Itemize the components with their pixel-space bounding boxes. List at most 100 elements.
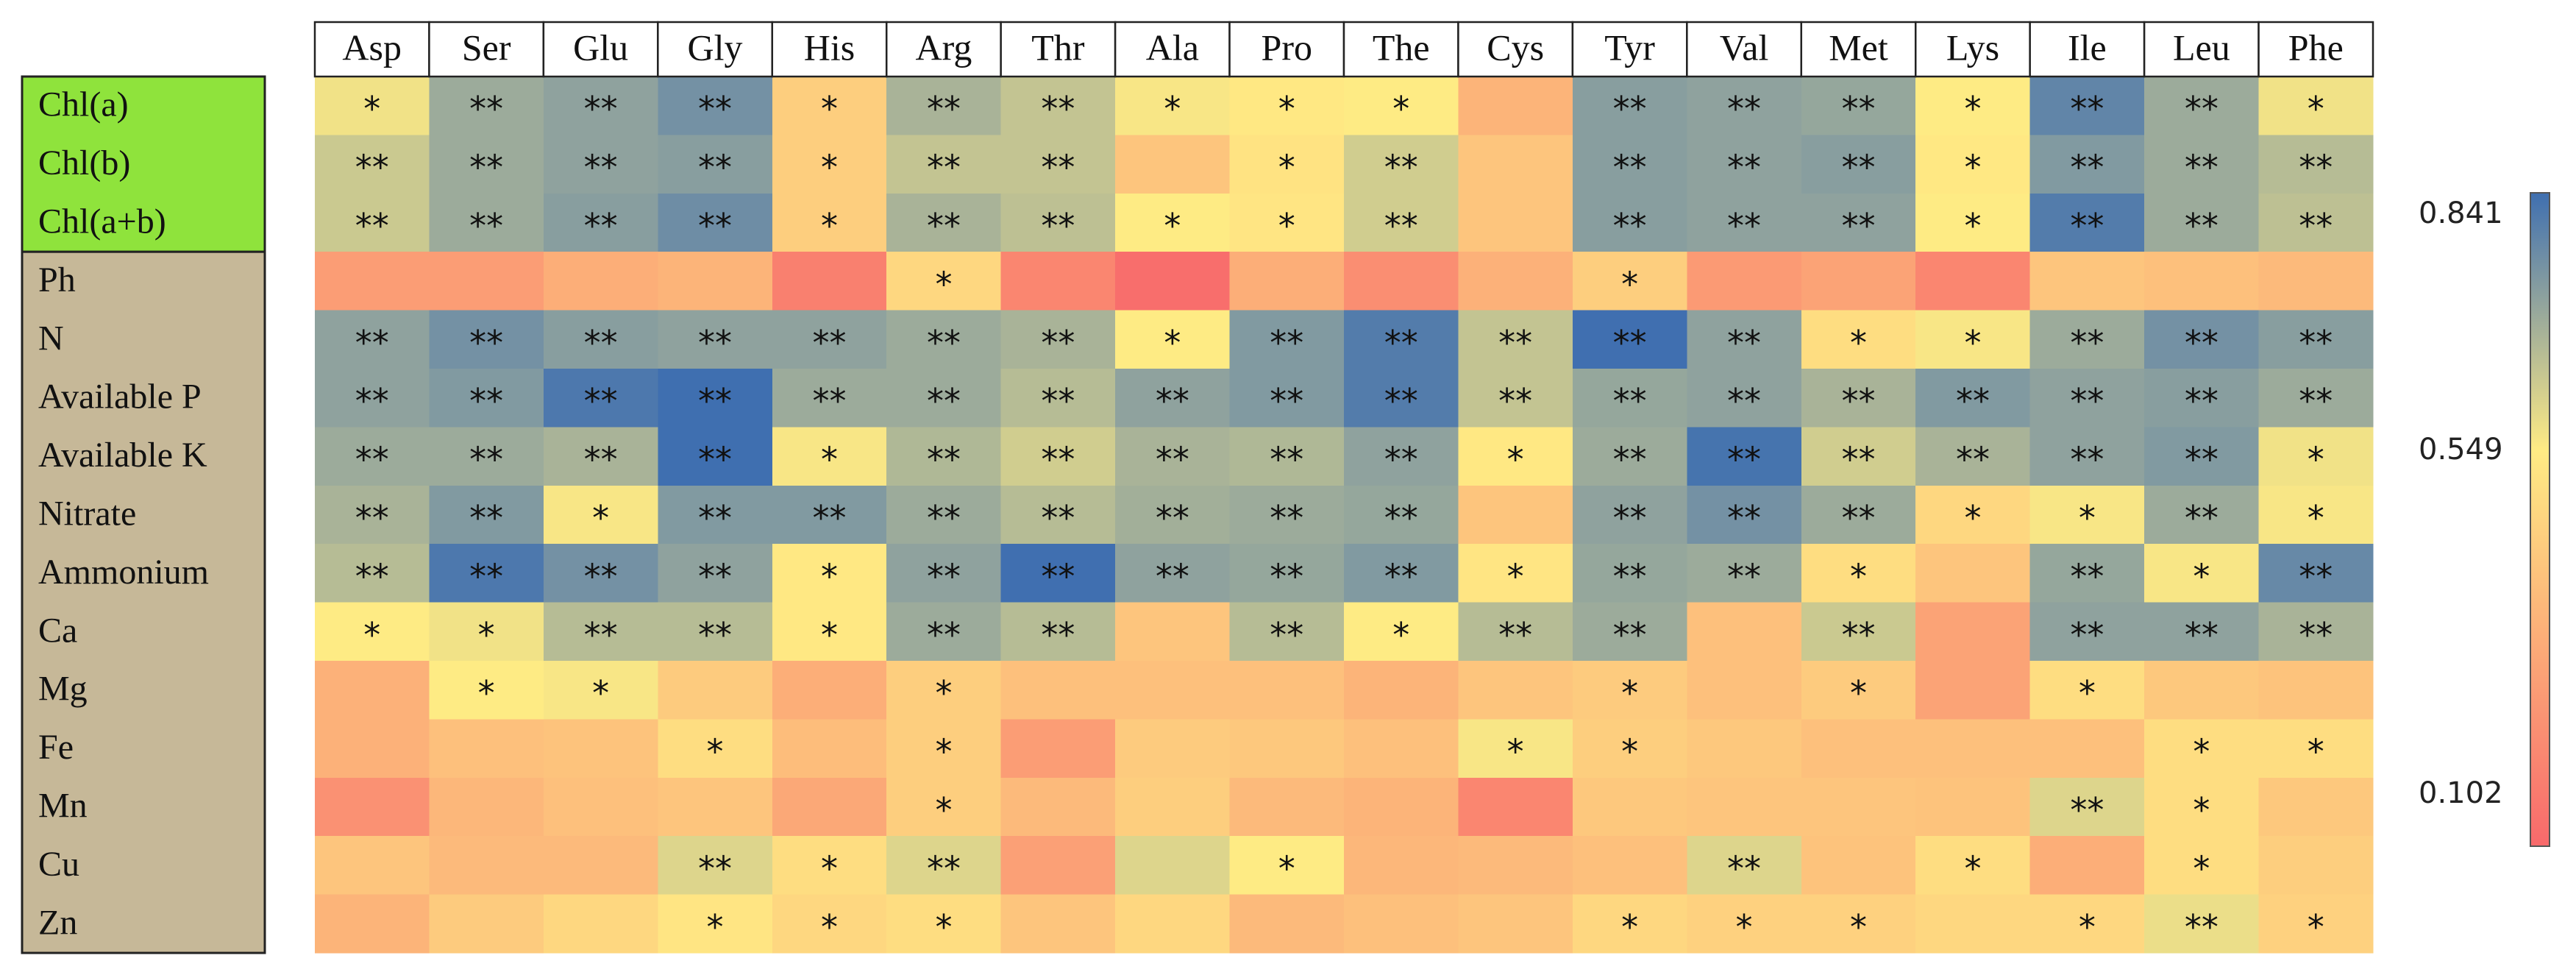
heatmap-cell [1115, 777, 1231, 837]
heatmap-cell [1115, 369, 1231, 428]
heatmap-cell [543, 369, 658, 428]
heatmap-cell [2144, 369, 2260, 428]
significance-mark: ** [927, 89, 961, 129]
heatmap-cell [1000, 427, 1116, 486]
heatmap-cell [1572, 252, 1687, 311]
heatmap-cell [1229, 719, 1345, 779]
heatmap-cell [429, 485, 544, 545]
heatmap-cell [1000, 836, 1116, 896]
significance-mark: ** [1613, 381, 1647, 421]
heatmap-cell [1000, 369, 1116, 428]
heatmap-cell [1115, 77, 1231, 135]
significance-mark: * [821, 440, 838, 480]
significance-mark: ** [355, 323, 389, 363]
heatmap-cell [1687, 369, 1802, 428]
significance-mark: ** [1842, 498, 1876, 538]
significance-mark: ** [1041, 381, 1075, 421]
heatmap-cell [1458, 719, 1573, 779]
heatmap-cell [1915, 602, 2031, 662]
significance-mark: ** [1498, 323, 1532, 363]
heatmap-cell [315, 485, 430, 545]
heatmap-cell [543, 485, 658, 545]
heatmap-cell [543, 719, 658, 779]
heatmap-cell [429, 310, 544, 369]
heatmap-cell [772, 719, 887, 779]
significance-mark: ** [1041, 323, 1075, 363]
column-header-cell [1000, 21, 1117, 78]
heatmap-cell [886, 836, 1002, 896]
significance-mark: ** [698, 440, 732, 480]
heatmap-cell [658, 135, 773, 194]
row-label: Mg [38, 670, 88, 709]
significance-mark: ** [2070, 206, 2104, 246]
heatmap-cell [1572, 485, 1687, 545]
significance-mark: ** [2070, 89, 2104, 129]
significance-mark: * [2308, 440, 2324, 480]
significance-mark: * [2193, 556, 2210, 596]
significance-marks: * ** ** ** * ** ** * * * ** ** ** * ** ** *** ** ** ** * ** **… [355, 89, 2333, 947]
significance-mark: ** [2299, 615, 2333, 655]
heatmap-cell [1572, 193, 1687, 252]
heatmap-cell [1801, 135, 1916, 194]
heatmap-cell [315, 427, 430, 486]
heatmap-cell [1801, 719, 1916, 779]
heatmap-cell [315, 777, 430, 837]
column-label: Ser [462, 26, 511, 68]
significance-mark: ** [2299, 206, 2333, 246]
significance-mark: * [363, 615, 380, 655]
heatmap-cell [1344, 661, 1459, 720]
significance-mark: ** [1727, 206, 1761, 246]
significance-mark: * [1164, 323, 1181, 363]
heatmap-cell [1915, 661, 2031, 720]
heatmap-cell [772, 427, 887, 486]
heatmap-cell [658, 193, 773, 252]
column-label: Val [1720, 26, 1769, 68]
heatmap-cell [1801, 77, 1916, 135]
column-header-cell [1914, 21, 2031, 78]
row-label: Ammonium [38, 553, 209, 592]
significance-mark: ** [355, 440, 389, 480]
heatmap-cell [2029, 894, 2145, 954]
column-label: His [804, 26, 855, 68]
significance-mark: ** [2299, 381, 2333, 421]
heatmap-cell [1687, 661, 1802, 720]
heatmap-cell [2258, 894, 2374, 954]
significance-mark: ** [584, 148, 618, 188]
heatmap-cell [1458, 193, 1573, 252]
heatmap-cell [1572, 135, 1687, 194]
significance-mark: * [2079, 498, 2096, 538]
significance-mark: * [1164, 89, 1181, 129]
heatmap-cell [1572, 894, 1687, 954]
heatmap-cell [772, 252, 887, 311]
significance-mark: ** [1727, 498, 1761, 538]
heatmap-cell [886, 193, 1002, 252]
heatmap-cell [1687, 836, 1802, 896]
significance-mark: * [1621, 907, 1638, 947]
significance-mark: ** [1613, 556, 1647, 596]
significance-mark: ** [1498, 381, 1532, 421]
heatmap-cell [1344, 602, 1459, 662]
heatmap-cell [2029, 369, 2145, 428]
significance-mark: * [1164, 206, 1181, 246]
heatmap-cell [429, 661, 544, 720]
significance-mark: ** [2070, 148, 2104, 188]
heatmap-cell [1687, 894, 1802, 954]
significance-mark: ** [1956, 440, 1990, 480]
heatmap-cell [1000, 661, 1116, 720]
heatmap-cell [1687, 310, 1802, 369]
heatmap-cell [315, 602, 430, 662]
significance-mark: ** [1498, 615, 1532, 655]
significance-mark: ** [584, 440, 618, 480]
heatmap-cell [543, 777, 658, 837]
heatmap-cell [543, 193, 658, 252]
heatmap-cell [1572, 77, 1687, 135]
significance-mark: ** [1613, 89, 1647, 129]
heatmap-cell [1344, 252, 1459, 311]
significance-mark: * [2308, 732, 2324, 772]
significance-mark: * [363, 89, 380, 129]
heatmap-cell [1458, 310, 1573, 369]
significance-mark: ** [1613, 148, 1647, 188]
heatmap-cell [543, 836, 658, 896]
column-header-cell [1686, 21, 1803, 78]
heatmap-cell [2029, 427, 2145, 486]
